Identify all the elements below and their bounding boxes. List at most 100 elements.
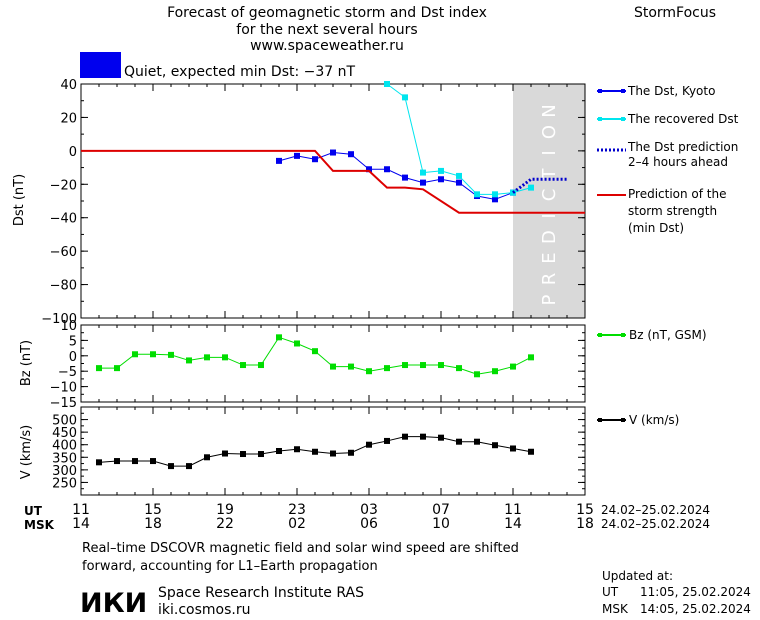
legend-label-dst-recovered: The recovered Dst [627, 112, 739, 126]
bz-axis-title: Bz (nT) [19, 340, 34, 386]
institute-name: Space Research Institute RAS [158, 585, 364, 601]
dst-axis-title: Dst (nT) [12, 174, 27, 226]
legend-label-dst-prediction-2: 2–4 hours ahead [628, 155, 728, 169]
data-point [312, 448, 318, 455]
legend-label-dst-kyoto: The Dst, Kyoto [627, 84, 715, 98]
y-tick-label: −60 [50, 245, 77, 260]
legend-marker-dst-recovered [598, 117, 602, 121]
data-point [492, 442, 498, 449]
data-point [240, 451, 246, 458]
y-tick-label: −5 [58, 365, 77, 380]
data-point [240, 362, 246, 369]
y-tick-label: −40 [50, 212, 77, 227]
status-swatch [80, 52, 121, 78]
prediction-letter: I [539, 213, 560, 218]
institute-site: iki.cosmos.ru [158, 602, 250, 618]
data-point [420, 362, 426, 369]
updated-label: Updated at: [602, 569, 673, 583]
y-tick-label: 10 [60, 319, 77, 334]
y-tick-label: 0 [69, 350, 77, 365]
data-point [384, 166, 390, 173]
updated-msk-label: MSK [602, 602, 629, 616]
data-point [330, 363, 336, 370]
prediction-letter: O [539, 125, 560, 139]
y-tick-label: 20 [60, 111, 77, 126]
msk-tick-label: 14 [504, 516, 522, 532]
data-point [294, 340, 300, 347]
data-point [114, 458, 120, 465]
chart-title-line1: Forecast of geomagnetic storm and Dst in… [167, 5, 487, 21]
prediction-letter: P [539, 294, 560, 305]
y-tick-label: −100 [41, 312, 77, 327]
data-point [366, 441, 372, 448]
data-point [222, 450, 228, 457]
plot-frame [80, 324, 586, 403]
data-point [276, 448, 282, 454]
data-point [168, 351, 174, 358]
data-point [528, 448, 534, 455]
y-tick-label: −80 [50, 279, 77, 294]
data-point [276, 157, 282, 164]
series-line [99, 336, 532, 375]
prediction-letter: T [539, 168, 560, 181]
data-point [456, 172, 462, 179]
msk-tick-label: 18 [576, 516, 594, 532]
legend-marker-dst-recovered-end [621, 117, 625, 121]
prediction-letter: E [539, 252, 560, 263]
status-text: Quiet, expected min Dst: −37 nT [124, 64, 356, 80]
data-point [510, 445, 516, 452]
legend-label-storm-2: storm strength [628, 204, 717, 218]
ut-tick-label: 11 [504, 502, 522, 518]
data-point [186, 463, 192, 470]
ut-tick-label: 19 [216, 502, 234, 518]
data-point [384, 365, 390, 372]
data-point [384, 437, 390, 444]
data-point [438, 362, 444, 369]
data-point [402, 174, 408, 181]
footer-note-line1: Real–time DSCOVR magnetic field and sola… [82, 541, 519, 556]
msk-date-range: 24.02–25.02.2024 [601, 517, 710, 531]
legend-marker-v-end [621, 418, 625, 422]
legend-marker-dst-kyoto-end [621, 89, 625, 93]
ut-axis-label: UT [24, 504, 43, 518]
data-point [456, 365, 462, 372]
data-point [150, 458, 156, 465]
ut-tick-label: 07 [432, 502, 450, 518]
y-tick-label: 500 [52, 414, 77, 429]
msk-tick-label: 02 [288, 516, 306, 532]
data-point [528, 184, 534, 191]
series-line [512, 177, 567, 194]
data-point [96, 365, 102, 372]
series-line [81, 149, 585, 214]
legend-marker-bz-end [621, 333, 625, 337]
data-point [168, 463, 174, 470]
data-point [456, 179, 462, 186]
data-point [438, 434, 444, 441]
data-point [402, 433, 408, 440]
data-point [312, 156, 318, 163]
data-point [348, 363, 354, 370]
source-url: www.spaceweather.ru [250, 38, 404, 54]
y-tick-label: 450 [52, 426, 77, 441]
y-tick-label: 400 [52, 439, 77, 454]
y-tick-label: 5 [69, 334, 77, 349]
legend-label-storm-1: Prediction of the [628, 187, 727, 201]
plot-frame [80, 83, 586, 319]
data-point [402, 362, 408, 369]
data-point [186, 357, 192, 364]
data-point [402, 94, 408, 101]
legend-label-v: V (km/s) [629, 413, 679, 427]
data-point [294, 152, 300, 159]
prediction-letter: I [539, 150, 560, 155]
y-tick-label: −15 [50, 396, 77, 411]
prediction-letter: R [539, 273, 560, 286]
iki-logo: ИКИ [80, 588, 147, 619]
ut-tick-label: 23 [288, 502, 306, 518]
footer-note-line2: forward, accounting for L1–Earth propaga… [82, 559, 378, 574]
data-point [132, 351, 138, 358]
data-point [474, 371, 480, 378]
data-point [258, 451, 264, 458]
